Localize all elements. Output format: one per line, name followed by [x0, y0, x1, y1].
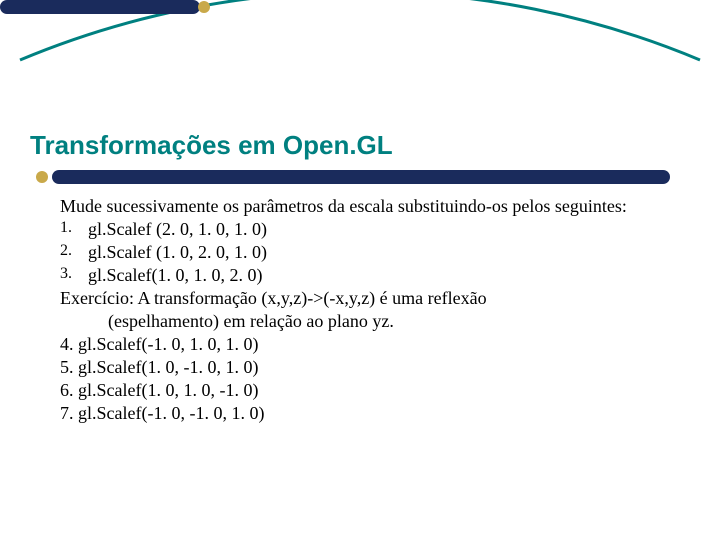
- list-item-plain: 6. gl.Scalef(1. 0, 1. 0, -1. 0): [60, 379, 680, 402]
- top-left-dot: [198, 1, 210, 13]
- list-text: gl.Scalef(1. 0, 1. 0, 2. 0): [88, 264, 680, 287]
- intro-text: Mude sucessivamente os parâmetros da esc…: [60, 195, 680, 218]
- title-area: Transformações em Open.GL: [30, 130, 690, 161]
- list-number: 2.: [60, 241, 88, 264]
- list-item-plain: 5. gl.Scalef(1. 0, -1. 0, 1. 0): [60, 356, 680, 379]
- exercise-line-2: (espelhamento) em relação ao plano yz.: [60, 310, 680, 333]
- list-item: 2. gl.Scalef (1. 0, 2. 0, 1. 0): [60, 241, 680, 264]
- list-item: 3. gl.Scalef(1. 0, 1. 0, 2. 0): [60, 264, 680, 287]
- slide-title: Transformações em Open.GL: [30, 130, 690, 161]
- list-text: gl.Scalef (2. 0, 1. 0, 1. 0): [88, 218, 680, 241]
- title-underline-bar: [52, 170, 670, 184]
- list-item-plain: 4. gl.Scalef(-1. 0, 1. 0, 1. 0): [60, 333, 680, 356]
- list-number: 3.: [60, 264, 88, 287]
- title-underline: [30, 170, 670, 186]
- list-item-plain: 7. gl.Scalef(-1. 0, -1. 0, 1. 0): [60, 402, 680, 425]
- list-text: gl.Scalef (1. 0, 2. 0, 1. 0): [88, 241, 680, 264]
- slide-body: Mude sucessivamente os parâmetros da esc…: [60, 195, 680, 425]
- top-left-bar: [0, 0, 200, 14]
- top-decoration: [0, 0, 720, 70]
- list-item: 1. gl.Scalef (2. 0, 1. 0, 1. 0): [60, 218, 680, 241]
- exercise-line-1: Exercício: A transformação (x,y,z)->(-x,…: [60, 287, 680, 310]
- list-number: 1.: [60, 218, 88, 241]
- title-underline-dot: [36, 171, 48, 183]
